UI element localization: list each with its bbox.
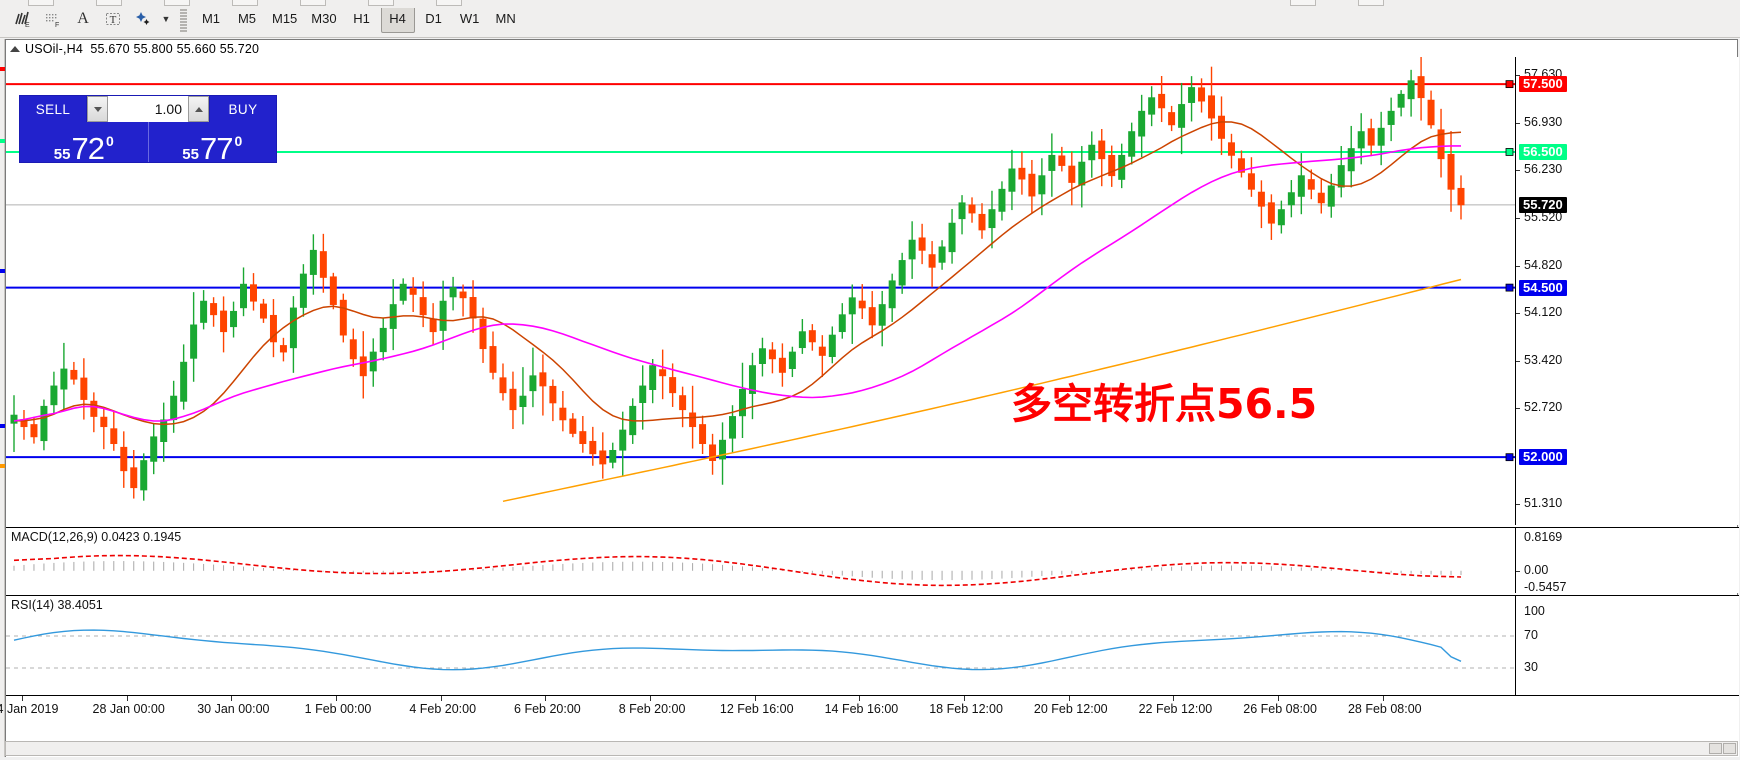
time-axis-label: 28 Jan 00:00 [92, 702, 165, 716]
price-axis-label: 52.720 [1524, 400, 1563, 415]
time-axis-label: 28 Feb 08:00 [1347, 702, 1422, 716]
macd-axis-label: 0.00 [1524, 562, 1549, 577]
chart-titlebar: USOil-,H4 55.670 55.800 55.660 55.720 [6, 40, 1737, 57]
trade-quotes-row: 55 72 0 55 77 0 [20, 122, 276, 166]
timeframe-h1[interactable]: H1 [353, 11, 370, 26]
time-axis-label: 14 Feb 16:00 [824, 702, 899, 716]
periodicity-f-icon[interactable]: F [39, 5, 67, 33]
macd-pane: MACD(12,26,9) 0.0423 0.1945 0.8169 0.00 -0… [6, 527, 1739, 594]
objects-icon[interactable] [129, 5, 157, 33]
price-plot-area[interactable] [6, 57, 1515, 525]
volume-value[interactable]: 1.00 [108, 96, 188, 122]
tools-group: E F A [6, 0, 176, 38]
time-axis-label: 18 Feb 12:00 [929, 702, 1003, 716]
timeframe-m15[interactable]: M15 [272, 11, 298, 26]
svg-text:F: F [55, 22, 59, 29]
buy-price-big: 77 [199, 131, 233, 166]
indicators-icon[interactable]: E [9, 5, 37, 33]
scroll-left-arrow[interactable] [1709, 743, 1722, 754]
time-axis-label: 1 Feb 00:00 [304, 702, 372, 716]
timeframe-mn[interactable]: MN [495, 11, 516, 26]
text-tool-icon[interactable]: A [77, 9, 89, 27]
price-axis-label: 54.120 [1524, 305, 1563, 320]
rsi-plot-area[interactable]: RSI(14) 38.4051 [6, 596, 1515, 695]
volume-increase-button[interactable] [188, 96, 209, 122]
toolbar-drag-handle[interactable] [180, 5, 187, 32]
sell-price-big: 72 [71, 131, 104, 166]
chart-title: USOil-,H4 55.670 55.800 55.660 55.720 [25, 41, 260, 56]
sell-button[interactable]: SELL [20, 96, 86, 122]
timeframe-h4[interactable]: H4 [380, 4, 415, 33]
time-axis-label: 6 Feb 20:00 [514, 702, 581, 716]
macd-label: MACD(12,26,9) 0.0423 0.1945 [11, 530, 182, 544]
time-axis-label: 12 Feb 16:00 [719, 702, 794, 716]
buy-price-sup: 0 [234, 133, 243, 149]
timeframe-m5[interactable]: M5 [237, 11, 257, 26]
rsi-axis-label: 30 [1524, 660, 1538, 674]
macd-plot-area[interactable]: MACD(12,26,9) 0.0423 0.1945 [6, 528, 1515, 593]
volume-decrease-button[interactable] [87, 96, 108, 122]
toolbar-overflow-row [0, 0, 1740, 8]
time-axis-label: 4 Feb 20:00 [409, 702, 477, 716]
macd-svg [13, 554, 1462, 587]
price-axis-label: 56.230 [1524, 162, 1563, 177]
buy-price-quote[interactable]: 55 77 0 [147, 122, 276, 166]
time-axis-label: 20 Feb 12:00 [1033, 702, 1108, 716]
objects-dropdown-icon[interactable]: ▼ [161, 13, 171, 24]
chart-annotation-text[interactable]: 多空转折点56.5 [1011, 380, 1318, 428]
time-axis-label: 24 Jan 2019 [0, 702, 59, 716]
buy-button[interactable]: BUY [210, 96, 276, 122]
left-scroll-strip[interactable] [0, 39, 5, 757]
price-candles-svg [6, 57, 1515, 503]
one-click-trading-panel: SELL 1.00 BUY 55 72 0 [19, 95, 277, 166]
svg-text:T: T [110, 14, 117, 26]
price-axis-label: 53.420 [1524, 352, 1563, 367]
time-axis-label: 30 Jan 00:00 [197, 702, 270, 716]
sell-price-small: 55 [53, 146, 71, 163]
sell-price-sup: 0 [105, 133, 114, 149]
time-axis-label: 26 Feb 08:00 [1243, 702, 1317, 716]
macd-axis[interactable]: 0.8169 0.00 -0.5457 [1515, 528, 1739, 594]
price-pane: 57.630 56.930 56.230 55.520 54.820 54.120 53.4… [6, 57, 1739, 525]
price-axis-label: 51.310 [1524, 495, 1563, 510]
main-toolbar: E F A [0, 0, 1740, 38]
time-axis-label: 8 Feb 20:00 [618, 702, 686, 716]
text-label-icon[interactable]: T [99, 5, 127, 33]
horizontal-scrollbar[interactable] [5, 741, 1738, 756]
timeframe-m1[interactable]: M1 [201, 11, 221, 26]
rsi-svg [6, 629, 1515, 671]
timeframe-m30[interactable]: M30 [311, 11, 337, 26]
macd-axis-label: -0.5457 [1524, 580, 1567, 594]
price-level-badge[interactable]: 55.720 [1519, 196, 1567, 213]
price-level-badge[interactable]: 52.000 [1519, 449, 1567, 466]
rsi-label: RSI(14) 38.4051 [11, 598, 103, 612]
chart-window: USOil-,H4 55.670 55.800 55.660 55.720 57… [0, 39, 1739, 757]
price-level-badge[interactable]: 56.500 [1519, 143, 1567, 160]
svg-text:E: E [25, 22, 30, 29]
sell-price-quote[interactable]: 55 72 0 [20, 122, 148, 166]
rsi-axis-label: 70 [1524, 628, 1538, 642]
price-axis[interactable]: 57.630 56.930 56.230 55.520 54.820 54.120 53.4… [1515, 57, 1739, 525]
timeframe-w1[interactable]: W1 [459, 11, 480, 26]
rsi-pane: RSI(14) 38.4051 100 70 30 [6, 595, 1739, 695]
time-axis-label: 22 Feb 12:00 [1138, 702, 1213, 716]
volume-field[interactable]: 1.00 [86, 96, 210, 122]
buy-price-small: 55 [182, 146, 199, 163]
price-level-badge[interactable]: 57.500 [1519, 76, 1567, 93]
trade-controls-row: SELL 1.00 BUY [20, 96, 276, 122]
chart-collapse-icon[interactable] [10, 45, 20, 52]
timeframe-d1[interactable]: D1 [425, 11, 442, 26]
macd-axis-label: 0.8169 [1524, 530, 1563, 544]
scroll-right-arrow[interactable] [1723, 743, 1736, 754]
rsi-axis[interactable]: 100 70 30 [1515, 596, 1739, 695]
price-axis-label: 56.930 [1524, 114, 1563, 129]
price-axis-label: 54.820 [1524, 257, 1563, 272]
price-axis-label: 55.520 [1524, 210, 1563, 225]
rsi-axis-label: 100 [1524, 604, 1545, 618]
timeframe-group: M1 M5 M15 M30 H1 H4 D1 W1 MN [191, 0, 526, 38]
price-level-badge[interactable]: 54.500 [1519, 279, 1567, 296]
